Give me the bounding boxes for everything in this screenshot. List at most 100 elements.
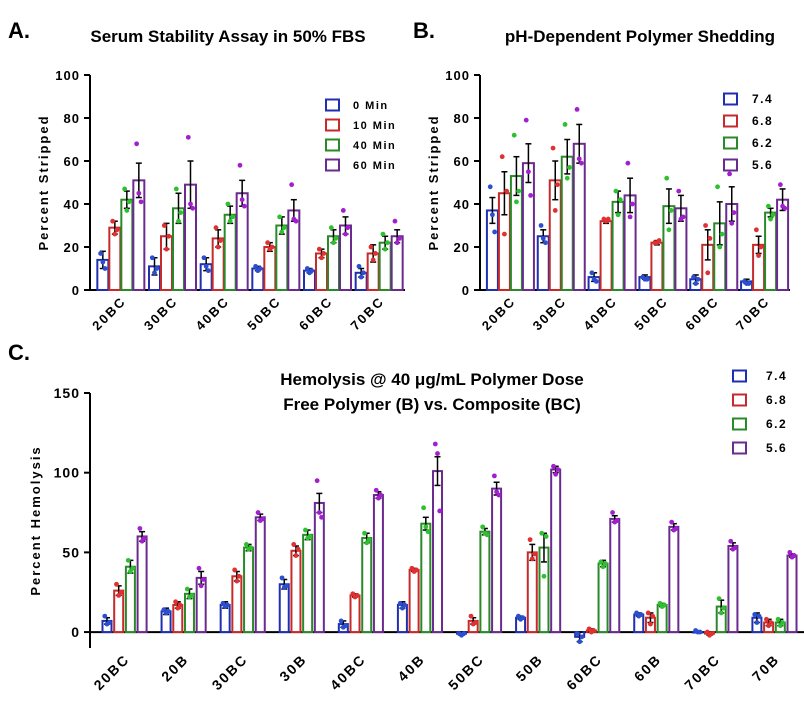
data-point <box>656 238 662 243</box>
legend: 7.4 6.8 6.2 5.6 <box>732 369 786 455</box>
data-point <box>396 236 402 241</box>
data-point <box>134 141 140 147</box>
bar-20BC-10Min <box>108 226 122 291</box>
data-point <box>625 160 631 166</box>
data-point <box>540 236 546 241</box>
bar-30BC-5.6 <box>254 516 266 634</box>
x-tick-label: 60BC <box>682 294 722 334</box>
data-point <box>782 205 788 211</box>
y-axis-label: Percent Stripped <box>36 114 51 250</box>
data-point <box>289 182 295 188</box>
data-point <box>703 223 708 228</box>
x-tick-label: 70BC <box>348 294 388 334</box>
legend-swatch <box>732 393 747 407</box>
legend-swatch <box>325 158 340 172</box>
x-tick-label: 40BC <box>193 294 233 334</box>
data-point <box>413 567 419 573</box>
legend-label: 0 Min <box>353 100 389 112</box>
data-point <box>196 565 202 571</box>
data-point <box>358 274 364 280</box>
legend: 0 Min 10 Min 40 Min 60 Min <box>325 98 396 172</box>
data-point <box>173 599 178 605</box>
x-tick-label: 60BC <box>563 651 605 693</box>
data-point <box>319 514 324 520</box>
bar-30BC-5.6 <box>572 142 586 291</box>
x-tick-label: 40BC <box>327 651 369 693</box>
chart-title: pH-Dependent Polymer Shedding <box>505 27 775 46</box>
data-point <box>693 281 699 286</box>
data-point <box>541 573 547 579</box>
data-point <box>177 602 183 608</box>
legend-label: 5.6 <box>752 158 773 172</box>
data-point <box>551 463 556 469</box>
data-point <box>579 160 584 166</box>
data-point <box>284 583 289 589</box>
legend-label: 6.8 <box>752 114 773 128</box>
data-point <box>366 537 372 543</box>
data-point <box>617 197 623 203</box>
data-point <box>539 530 545 536</box>
panel-letter: B. <box>413 18 435 43</box>
data-point <box>579 634 585 640</box>
data-point <box>382 246 388 252</box>
data-point <box>257 266 263 271</box>
data-point <box>236 573 242 579</box>
data-point <box>707 236 713 241</box>
legend-swatch <box>325 98 340 112</box>
y-tick-label: 80 <box>64 111 80 126</box>
data-point <box>114 227 120 233</box>
data-point <box>532 551 537 557</box>
bar-40B-5.6 <box>432 470 444 634</box>
bar-70B-5.6 <box>786 554 798 634</box>
data-point <box>753 227 759 233</box>
chart-title: Hemolysis @ 40 μg/mL Polymer Dose <box>280 370 584 389</box>
data-point <box>239 197 245 203</box>
y-axis-label: Percent Stripped <box>426 114 441 250</box>
bar-60BC-5.6 <box>609 517 621 634</box>
data-point <box>680 214 686 220</box>
data-point <box>691 274 696 280</box>
data-point <box>343 623 348 629</box>
data-point <box>526 169 531 175</box>
data-point <box>260 516 265 522</box>
data-point <box>593 279 599 284</box>
data-point <box>487 184 493 190</box>
data-point <box>126 199 132 205</box>
data-point <box>232 567 238 573</box>
bar-40BC-6.2 <box>361 537 373 634</box>
data-point <box>397 600 403 606</box>
data-point <box>102 266 108 271</box>
legend-swatch <box>325 138 340 152</box>
data-point <box>520 615 526 621</box>
bar-30BC-6.2 <box>243 546 255 634</box>
data-point <box>574 107 580 112</box>
data-point <box>402 602 408 608</box>
bar-30B-7.4 <box>278 583 290 634</box>
legend-label: 60 Min <box>353 160 396 172</box>
bar-50BC-10Min <box>263 246 277 291</box>
y-tick-label: 40 <box>454 197 470 212</box>
data-point <box>316 246 322 252</box>
legend-swatch <box>723 114 738 128</box>
data-point <box>331 240 336 246</box>
data-point <box>511 132 517 138</box>
data-point <box>293 218 299 224</box>
data-point <box>729 220 735 226</box>
data-point <box>225 201 231 207</box>
data-point <box>543 240 548 246</box>
data-point <box>269 244 275 250</box>
y-tick-label: 20 <box>454 240 470 255</box>
data-point <box>188 201 193 207</box>
data-point <box>189 593 195 598</box>
data-point <box>768 216 773 222</box>
data-point <box>613 188 619 194</box>
data-point <box>229 214 235 220</box>
data-point <box>201 255 207 261</box>
data-point <box>791 553 797 558</box>
bar-40BC-6.8 <box>599 220 613 291</box>
x-tick-label: 30B <box>276 651 310 685</box>
x-tick-label: 20BC <box>89 294 129 334</box>
bar-50B-5.6 <box>550 468 562 634</box>
data-point <box>293 553 299 558</box>
data-point <box>555 467 561 472</box>
